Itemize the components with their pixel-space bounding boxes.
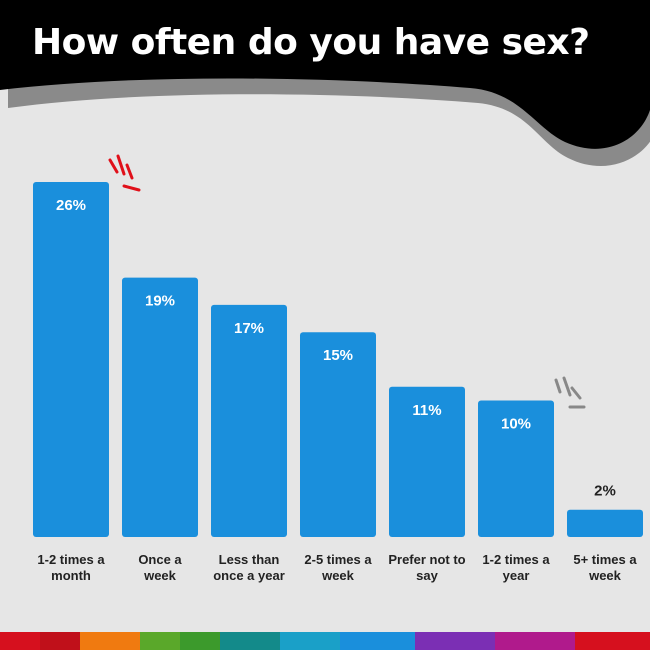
bar <box>211 304 287 537</box>
chart-title: How often do you have sex? <box>32 22 590 63</box>
bar <box>122 277 198 537</box>
value-label: 26% <box>56 197 86 214</box>
category-label: 1-2 times a year <box>482 552 550 583</box>
bar <box>389 386 465 537</box>
value-label: 11% <box>412 402 441 419</box>
category-label: Prefer not to say <box>388 552 466 583</box>
bar <box>478 400 554 537</box>
title-banner <box>0 0 650 149</box>
bar <box>33 182 109 537</box>
category-label: Less than once a year <box>213 552 285 583</box>
bar <box>567 509 643 537</box>
accent-red <box>108 154 141 192</box>
bar <box>300 332 376 537</box>
value-label: 17% <box>234 320 264 337</box>
category-label: 2-5 times a week <box>304 552 372 583</box>
value-label: 15% <box>323 347 353 364</box>
value-label: 2% <box>594 483 616 500</box>
value-label: 19% <box>145 293 175 310</box>
category-label: Once a week <box>138 552 182 583</box>
value-label: 10% <box>501 415 531 432</box>
category-label: 5+ times a week <box>573 552 637 583</box>
accent-gray <box>554 376 586 409</box>
category-label: 1-2 times a month <box>37 552 105 583</box>
color-strip <box>0 632 650 650</box>
